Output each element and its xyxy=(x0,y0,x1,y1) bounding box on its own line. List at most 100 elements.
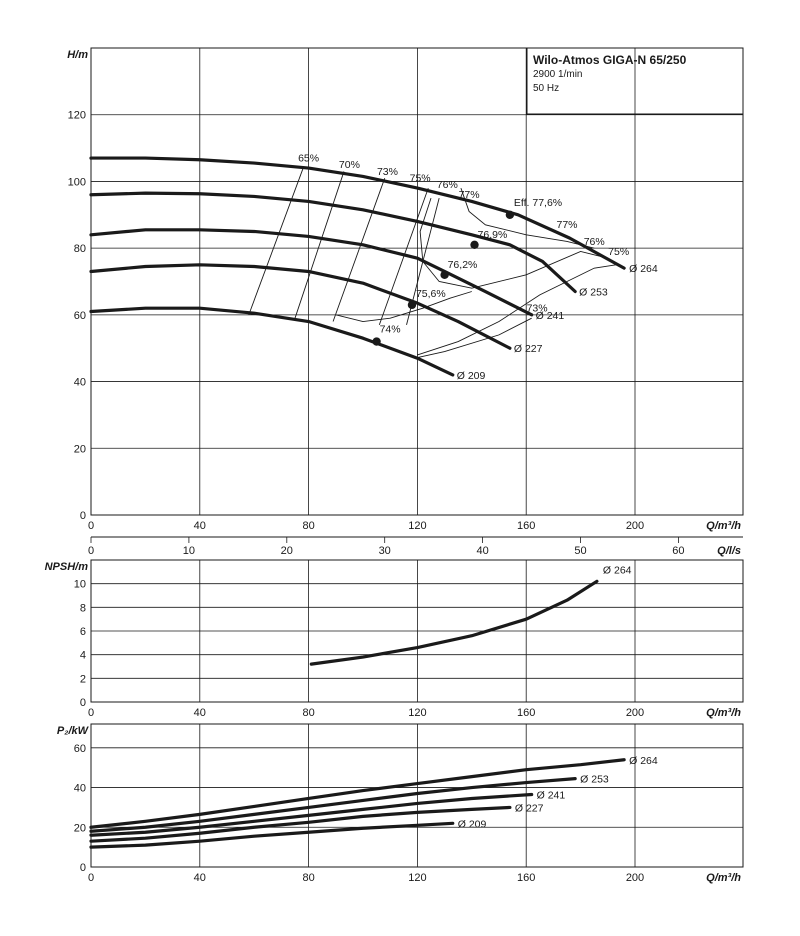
head-xlabel: Q/m³/h xyxy=(706,520,741,532)
head-efficiency-label: 65% xyxy=(298,152,319,164)
head-ytick-label: 120 xyxy=(68,110,86,122)
head-efficiency-label: 73% xyxy=(377,166,398,178)
head-efficiency-contour-73 xyxy=(414,317,532,359)
head-xtick-label: 200 xyxy=(626,520,644,532)
power-ytick-label: 0 xyxy=(80,862,86,874)
power-series-label: Ø 253 xyxy=(580,774,609,786)
flow-ls-tick-label: 30 xyxy=(379,545,391,557)
power-series-label: Ø 227 xyxy=(515,802,544,814)
npsh-ytick-label: 6 xyxy=(80,626,86,638)
npsh-series-0 xyxy=(309,579,599,666)
head-bep-label: 74% xyxy=(380,324,401,336)
npsh-series-label: Ø 264 xyxy=(603,564,632,576)
npsh-ytick-label: 10 xyxy=(74,579,86,591)
head-efficiency-line xyxy=(294,171,345,319)
head-series-2 xyxy=(89,228,534,317)
head-bep-point xyxy=(372,337,381,346)
power-series-label: Ø 209 xyxy=(458,818,487,830)
head-bep-point xyxy=(407,300,417,310)
power-xtick-label: 160 xyxy=(517,872,535,884)
speed-text: 2900 1/min xyxy=(533,69,582,80)
head-efficiency-contour-inner xyxy=(335,291,472,322)
head-series-label: Ø 209 xyxy=(457,370,486,382)
head-efficiency-label: 75% xyxy=(410,172,431,184)
npsh-ytick-label: 8 xyxy=(80,602,86,614)
head-series-0 xyxy=(89,156,626,270)
power-series-2 xyxy=(89,792,534,837)
npsh-xtick-label: 0 xyxy=(88,707,94,719)
power-series-label: Ø 264 xyxy=(629,755,658,767)
head-efficiency-contour-75 xyxy=(417,264,617,356)
npsh-xtick-label: 40 xyxy=(194,707,206,719)
flow-ls-tick-label: 50 xyxy=(574,545,586,557)
head-efficiency-contour-76 xyxy=(419,197,608,289)
power-series-label: Ø 241 xyxy=(537,790,566,802)
power-xlabel: Q/m³/h xyxy=(706,872,741,884)
head-ytick-label: 80 xyxy=(74,243,86,255)
head-ylabel: H/m xyxy=(67,49,88,61)
head-xtick-label: 120 xyxy=(408,520,426,532)
power-series-3 xyxy=(89,805,512,843)
power-ytick-label: 20 xyxy=(74,822,86,834)
npsh-ylabel: NPSH/m xyxy=(45,561,89,573)
flow-ls-tick-label: 10 xyxy=(183,545,195,557)
title-text: Wilo-Atmos GIGA-N 65/250 xyxy=(533,53,687,67)
title-box: Wilo-Atmos GIGA-N 65/250 2900 1/min 50 H… xyxy=(526,47,744,115)
head-efficiency-label: 73% xyxy=(527,303,548,315)
power-ylabel: P₂/kW xyxy=(57,725,90,737)
power-series-4 xyxy=(89,821,455,849)
head-efficiency-line xyxy=(378,187,429,326)
head-bep-point xyxy=(505,210,515,219)
head-series-3 xyxy=(89,263,512,350)
head-bep-label: 76,2% xyxy=(448,259,478,271)
head-ytick-label: 0 xyxy=(80,510,86,522)
head-ytick-label: 40 xyxy=(74,377,86,389)
frequency-text: 50 Hz xyxy=(533,83,559,94)
power-series-1 xyxy=(89,777,577,833)
head-ytick-label: 20 xyxy=(74,443,86,455)
flow-ls-tick-label: 40 xyxy=(476,545,488,557)
head-efficiency-label: 77% xyxy=(459,189,480,201)
head-efficiency-label: 77% xyxy=(556,219,577,231)
flow-ls-xlabel: Q/l/s xyxy=(717,545,741,557)
flow-ls-axis: 0 10 20 30 40 50 60 Q/l/s xyxy=(88,536,743,557)
head-xtick-label: 0 xyxy=(88,520,94,532)
head-bep-label: Eff. 77,6% xyxy=(514,197,562,209)
power-xtick-label: 0 xyxy=(88,872,94,884)
head-series-label: Ø 253 xyxy=(579,287,608,299)
power-xtick-label: 80 xyxy=(302,872,314,884)
head-efficiency-label: 70% xyxy=(339,159,360,171)
npsh-xtick-label: 160 xyxy=(517,707,535,719)
npsh-xtick-label: 80 xyxy=(302,707,314,719)
power-xtick-label: 40 xyxy=(194,872,206,884)
head-efficiency-line xyxy=(332,177,386,322)
head-xtick-label: 40 xyxy=(194,520,206,532)
title-box-frame xyxy=(526,47,744,115)
head-efficiency-label: 76% xyxy=(584,236,605,248)
flow-ls-tick-label: 20 xyxy=(281,545,293,557)
flow-ls-tick-label: 60 xyxy=(672,545,684,557)
head-efficiency-line xyxy=(248,167,304,316)
npsh-ytick-label: 2 xyxy=(80,673,86,685)
npsh-ytick-label: 0 xyxy=(80,697,86,709)
npsh-xtick-label: 200 xyxy=(626,707,644,719)
head-bep-label: 75,6% xyxy=(416,288,446,300)
npsh-xlabel: Q/m³/h xyxy=(706,707,741,719)
power-series-0 xyxy=(89,758,626,829)
head-bep-point xyxy=(440,270,449,280)
head-series-label: Ø 264 xyxy=(629,263,658,275)
flow-ls-tick-label: 0 xyxy=(88,545,94,557)
npsh-chart: 0 40 80 120 160 200 0 2 4 6 8 10 Q/m³/h NPSH/m Ø 264 xyxy=(45,559,744,719)
head-xtick-label: 160 xyxy=(517,520,535,532)
power-xtick-label: 120 xyxy=(408,872,426,884)
head-efficiency-label: 76% xyxy=(437,179,458,191)
power-ytick-label: 40 xyxy=(74,783,86,795)
head-ytick-label: 60 xyxy=(74,310,86,322)
head-bep-label: 76,9% xyxy=(478,229,508,241)
head-series-label: Ø 241 xyxy=(536,310,565,322)
head-ytick-label: 100 xyxy=(68,176,86,188)
npsh-xtick-label: 120 xyxy=(408,707,426,719)
head-efficiency-contour-77 xyxy=(460,187,595,249)
